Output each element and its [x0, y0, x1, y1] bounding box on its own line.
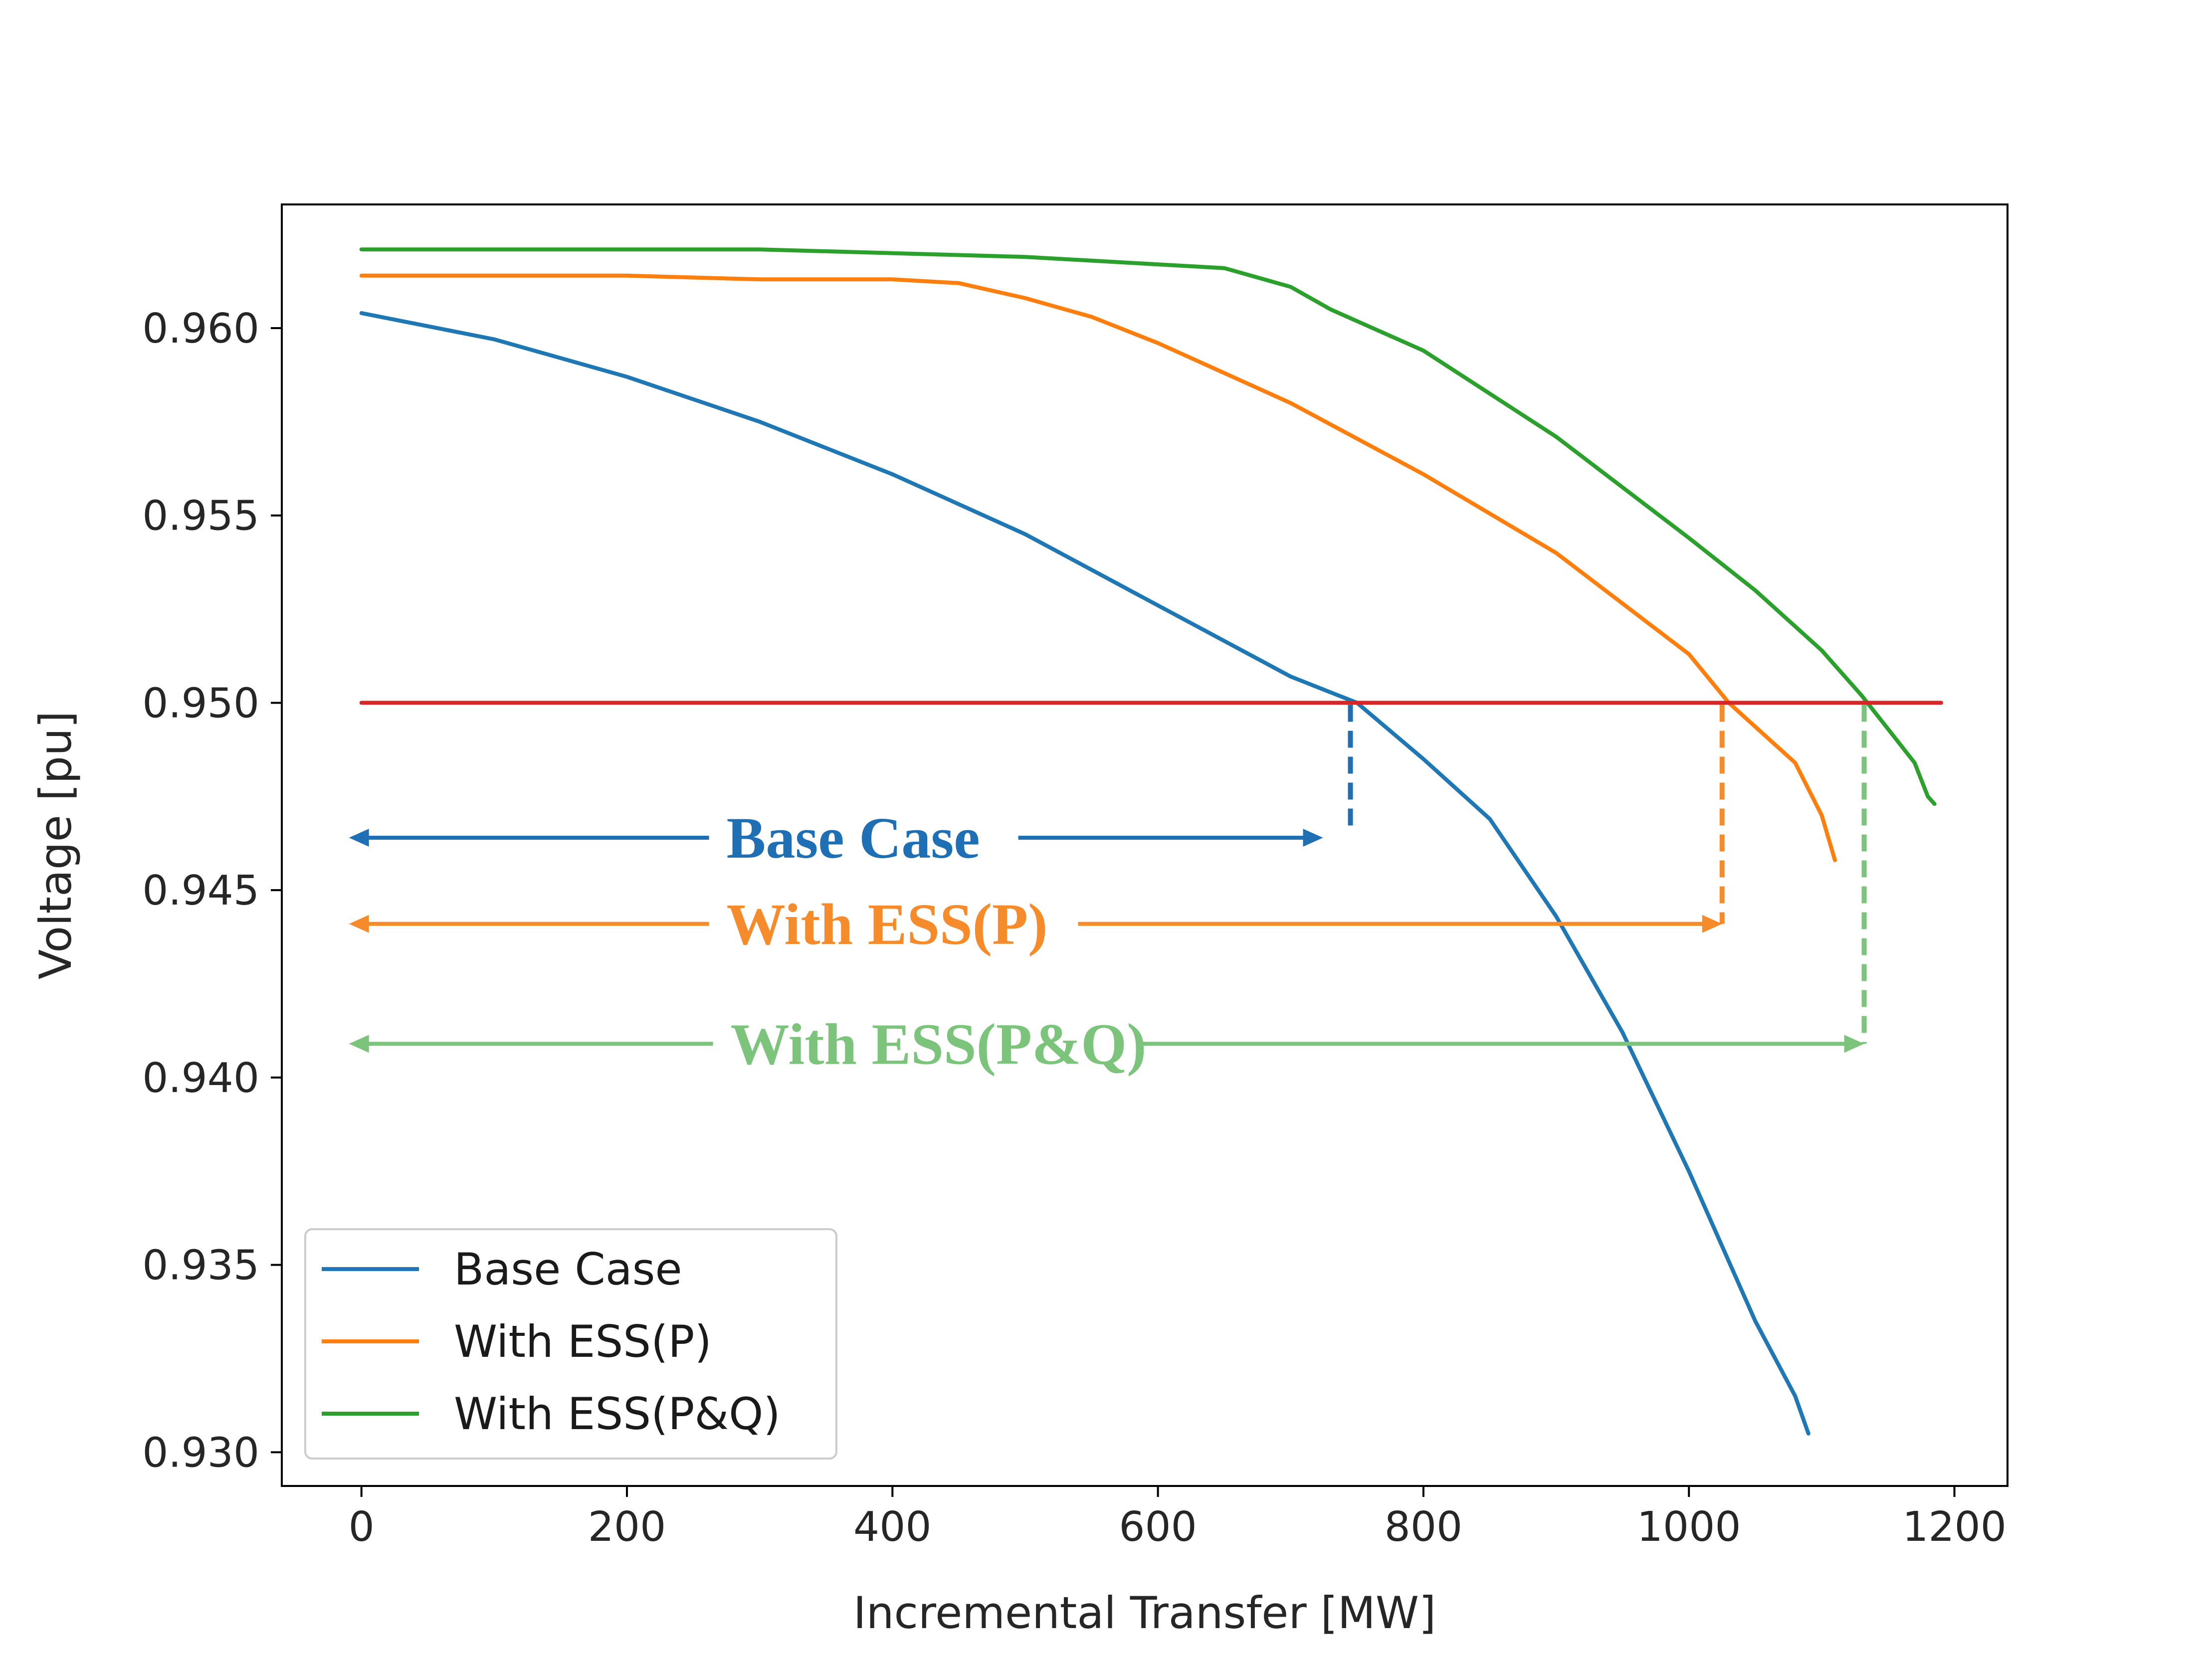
y-tick-label: 0.940: [142, 1055, 259, 1102]
legend-label-3: With ESS(P&Q): [454, 1388, 781, 1440]
arrow-right-head-1: [1303, 828, 1323, 847]
y-axis-ticks: 0.930 0.935 0.940 0.945 0.950 0.955 0.960: [142, 305, 282, 1476]
y-tick-label: 0.950: [142, 680, 259, 727]
x-axis-label: Incremental Transfer [MW]: [853, 1587, 1436, 1639]
arrow-left-head-1: [349, 828, 369, 847]
annotation-label-1: Base Case: [727, 805, 980, 871]
legend: Base Case With ESS(P) With ESS(P&Q): [304, 1228, 837, 1460]
x-axis-ticks: 0 200 400 600 800 1000 1200: [349, 1486, 2007, 1551]
series-line-2: [359, 273, 1837, 863]
x-tick-label: 200: [588, 1503, 666, 1551]
legend-box: [304, 1228, 837, 1460]
y-tick-label: 0.930: [142, 1429, 259, 1476]
annotation-label-2: With ESS(P): [727, 892, 1048, 957]
arrow-right-head-3: [1844, 1035, 1864, 1053]
legend-label-1: Base Case: [454, 1244, 682, 1295]
arrow-left-head-2: [349, 915, 369, 933]
arrow-right-head-2: [1702, 915, 1722, 933]
series-line-3: [359, 247, 1937, 806]
legend-label-2: With ESS(P): [454, 1316, 712, 1367]
y-axis-label: Voltage [pu]: [30, 711, 81, 979]
y-tick-label: 0.960: [142, 305, 259, 353]
x-tick-label: 1200: [1902, 1503, 2007, 1551]
annotation-label-3: With ESS(P&Q): [731, 1011, 1147, 1077]
x-tick-label: 600: [1119, 1503, 1197, 1551]
y-tick-label: 0.955: [142, 493, 259, 540]
x-tick-label: 800: [1385, 1503, 1463, 1551]
plot-frame: [281, 203, 2009, 1487]
arrow-left-head-3: [349, 1035, 369, 1053]
x-tick-label: 400: [853, 1503, 932, 1551]
x-tick-label: 1000: [1637, 1503, 1741, 1551]
interval-annotations: Base Case With ESS(P) With ESS(P&Q): [349, 705, 1867, 1077]
x-tick-label: 0: [349, 1503, 375, 1551]
y-tick-label: 0.945: [142, 867, 259, 915]
y-tick-label: 0.935: [142, 1242, 259, 1290]
series-lines: [359, 247, 1943, 1436]
